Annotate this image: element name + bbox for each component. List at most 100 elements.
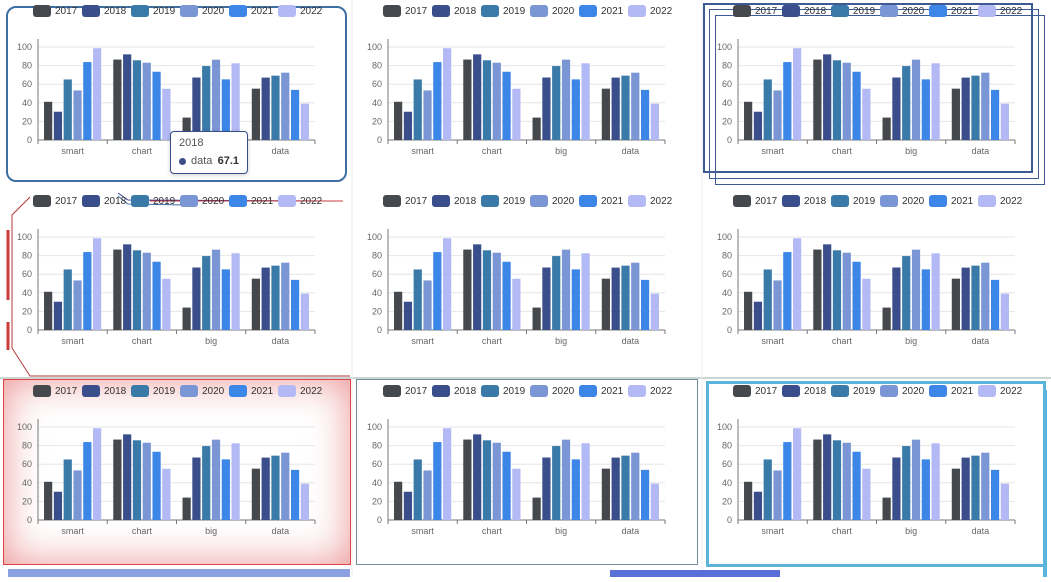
bar-2021-smart[interactable] xyxy=(433,442,442,520)
bar-2019-chart[interactable] xyxy=(832,60,842,141)
bar-2018-chart[interactable] xyxy=(473,244,482,330)
bar-2017-chart[interactable] xyxy=(813,439,822,520)
legend-item-2018[interactable]: 2018 xyxy=(82,5,127,17)
bar-2021-big[interactable] xyxy=(221,269,230,330)
legend-item-2021[interactable]: 2021 xyxy=(929,5,974,17)
bar-2020-big[interactable] xyxy=(561,249,571,330)
legend-item-2018[interactable]: 2018 xyxy=(432,5,477,17)
bar-2021-chart[interactable] xyxy=(152,261,161,330)
bar-2021-big[interactable] xyxy=(921,459,930,520)
bar-2022-smart[interactable] xyxy=(93,48,102,140)
legend-item-2022[interactable]: 2022 xyxy=(978,5,1023,17)
bar-2019-data[interactable] xyxy=(621,455,630,520)
bar-2018-smart[interactable] xyxy=(53,491,63,520)
legend-item-2018[interactable]: 2018 xyxy=(782,5,827,17)
bar-2017-chart[interactable] xyxy=(463,439,472,520)
bar-2019-chart[interactable] xyxy=(132,250,142,330)
bar-2020-big[interactable] xyxy=(911,249,921,330)
legend-item-2021[interactable]: 2021 xyxy=(579,385,624,397)
bar-2020-smart[interactable] xyxy=(773,90,782,140)
bar-2017-smart[interactable] xyxy=(744,481,753,520)
bar-2022-big[interactable] xyxy=(931,253,940,330)
bar-2019-chart[interactable] xyxy=(832,440,842,520)
bar-2019-smart[interactable] xyxy=(413,459,422,520)
bar-2018-data[interactable] xyxy=(261,457,270,520)
bar-2019-chart[interactable] xyxy=(832,250,842,330)
bar-2022-chart[interactable] xyxy=(862,88,871,140)
legend-item-2017[interactable]: 2017 xyxy=(733,5,778,17)
bar-2018-chart[interactable] xyxy=(123,54,132,140)
bar-2019-chart[interactable] xyxy=(482,250,492,330)
bar-2022-big[interactable] xyxy=(581,253,590,330)
bar-2017-data[interactable] xyxy=(951,278,960,330)
bar-2020-data[interactable] xyxy=(281,72,290,140)
bar-2018-data[interactable] xyxy=(611,457,620,520)
bar-2021-smart[interactable] xyxy=(783,252,792,330)
bar-2018-big[interactable] xyxy=(192,267,201,330)
legend-item-2020[interactable]: 2020 xyxy=(530,5,575,17)
bar-2021-chart[interactable] xyxy=(502,71,511,140)
legend-item-2020[interactable]: 2020 xyxy=(880,385,925,397)
bar-2020-big[interactable] xyxy=(211,439,221,520)
bar-2018-big[interactable] xyxy=(192,457,201,520)
bar-2020-big[interactable] xyxy=(911,439,921,520)
bar-2017-big[interactable] xyxy=(882,307,891,330)
bar-2018-smart[interactable] xyxy=(53,301,63,330)
bar-2022-data[interactable] xyxy=(650,293,659,330)
legend-item-2022[interactable]: 2022 xyxy=(278,195,323,207)
bar-2021-data[interactable] xyxy=(990,279,1000,330)
bar-2021-smart[interactable] xyxy=(433,252,442,330)
bar-2020-smart[interactable] xyxy=(773,470,782,520)
bar-2022-chart[interactable] xyxy=(162,468,171,520)
bar-2017-smart[interactable] xyxy=(394,481,403,520)
bar-2021-big[interactable] xyxy=(571,79,580,140)
bar-2020-chart[interactable] xyxy=(142,442,151,520)
bar-2018-data[interactable] xyxy=(611,267,620,330)
bar-2017-data[interactable] xyxy=(951,468,960,520)
legend-item-2022[interactable]: 2022 xyxy=(278,385,323,397)
bar-2022-smart[interactable] xyxy=(93,428,102,520)
bar-2017-smart[interactable] xyxy=(744,291,753,330)
bar-2021-big[interactable] xyxy=(221,459,230,520)
bar-2020-smart[interactable] xyxy=(73,470,82,520)
bar-2021-big[interactable] xyxy=(571,269,580,330)
bar-2020-data[interactable] xyxy=(631,452,640,520)
legend-item-2018[interactable]: 2018 xyxy=(432,195,477,207)
bar-2018-chart[interactable] xyxy=(823,54,832,140)
legend-item-2017[interactable]: 2017 xyxy=(733,195,778,207)
bar-2018-big[interactable] xyxy=(892,267,901,330)
bar-2017-big[interactable] xyxy=(882,497,891,520)
bar-2020-smart[interactable] xyxy=(423,90,432,140)
bar-2018-data[interactable] xyxy=(961,457,970,520)
legend-item-2018[interactable]: 2018 xyxy=(432,385,477,397)
bar-2021-chart[interactable] xyxy=(152,451,161,520)
bar-2019-data[interactable] xyxy=(971,265,980,330)
bar-2019-data[interactable] xyxy=(271,265,280,330)
bar-2019-data[interactable] xyxy=(971,75,980,140)
bar-2022-smart[interactable] xyxy=(793,48,802,140)
bar-2017-big[interactable] xyxy=(882,117,891,140)
legend-item-2020[interactable]: 2020 xyxy=(530,385,575,397)
bar-2018-big[interactable] xyxy=(542,77,551,140)
bar-2017-smart[interactable] xyxy=(44,291,53,330)
bar-2017-data[interactable] xyxy=(951,88,960,140)
legend-item-2018[interactable]: 2018 xyxy=(782,195,827,207)
bar-2017-chart[interactable] xyxy=(463,59,472,140)
bar-2017-big[interactable] xyxy=(532,307,541,330)
legend-item-2017[interactable]: 2017 xyxy=(383,195,428,207)
bar-2017-big[interactable] xyxy=(532,497,541,520)
bar-2019-big[interactable] xyxy=(552,256,561,330)
bar-2019-big[interactable] xyxy=(552,446,561,520)
bar-2020-data[interactable] xyxy=(981,72,990,140)
bar-2019-data[interactable] xyxy=(971,455,980,520)
legend-item-2021[interactable]: 2021 xyxy=(579,195,624,207)
legend-item-2021[interactable]: 2021 xyxy=(579,5,624,17)
bar-2019-big[interactable] xyxy=(902,256,911,330)
bar-2022-smart[interactable] xyxy=(443,238,452,330)
legend-item-2022[interactable]: 2022 xyxy=(978,385,1023,397)
bar-2021-chart[interactable] xyxy=(502,451,511,520)
bar-2022-data[interactable] xyxy=(1000,483,1009,520)
bar-2021-data[interactable] xyxy=(640,279,650,330)
bar-2018-smart[interactable] xyxy=(403,111,413,140)
legend-item-2018[interactable]: 2018 xyxy=(82,195,127,207)
